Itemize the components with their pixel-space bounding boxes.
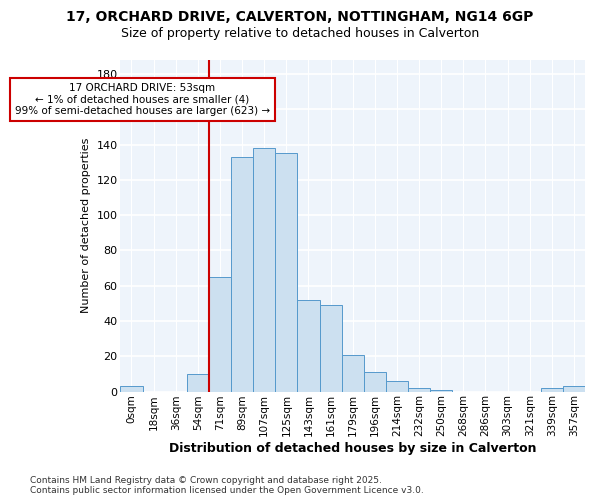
Text: 17, ORCHARD DRIVE, CALVERTON, NOTTINGHAM, NG14 6GP: 17, ORCHARD DRIVE, CALVERTON, NOTTINGHAM… [67,10,533,24]
Bar [386,381,408,392]
Text: Size of property relative to detached houses in Calverton: Size of property relative to detached ho… [121,28,479,40]
Bar [187,374,209,392]
Y-axis label: Number of detached properties: Number of detached properties [81,138,91,314]
Bar [408,388,430,392]
Bar [231,157,253,392]
Bar [430,390,452,392]
Text: 17 ORCHARD DRIVE: 53sqm
← 1% of detached houses are smaller (4)
99% of semi-deta: 17 ORCHARD DRIVE: 53sqm ← 1% of detached… [15,83,270,116]
Bar [298,300,320,392]
Text: Contains HM Land Registry data © Crown copyright and database right 2025.
Contai: Contains HM Land Registry data © Crown c… [30,476,424,495]
Bar [209,277,231,392]
Bar [253,148,275,392]
Bar [541,388,563,392]
Bar [341,354,364,392]
Bar [563,386,585,392]
Bar [364,372,386,392]
Bar [275,154,298,392]
Bar [320,305,341,392]
X-axis label: Distribution of detached houses by size in Calverton: Distribution of detached houses by size … [169,442,536,455]
Bar [121,386,143,392]
